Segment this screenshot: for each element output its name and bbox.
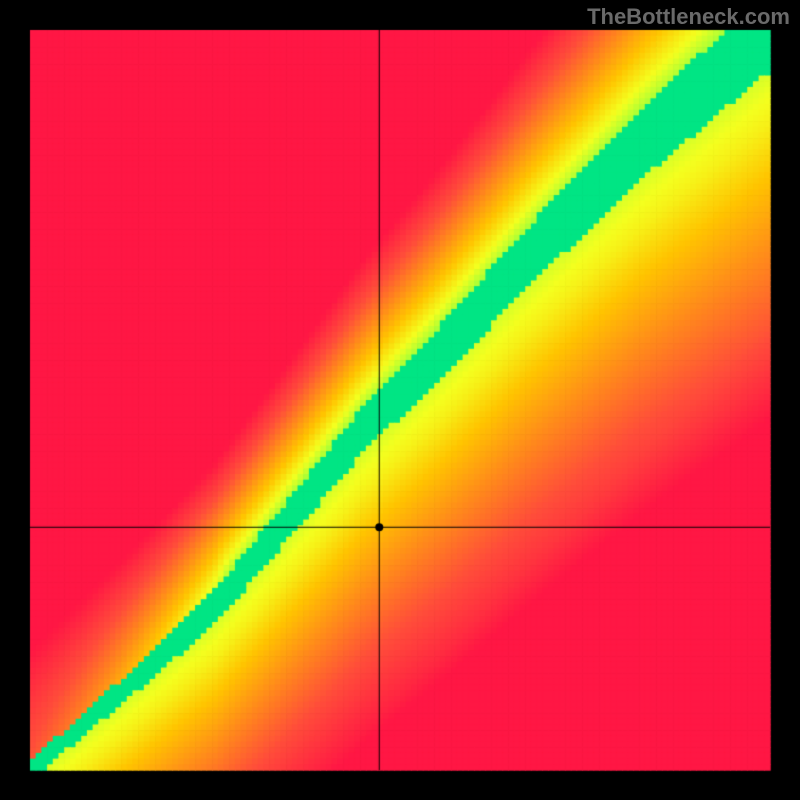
watermark-text: TheBottleneck.com: [587, 4, 790, 30]
bottleneck-heatmap: [0, 0, 800, 800]
